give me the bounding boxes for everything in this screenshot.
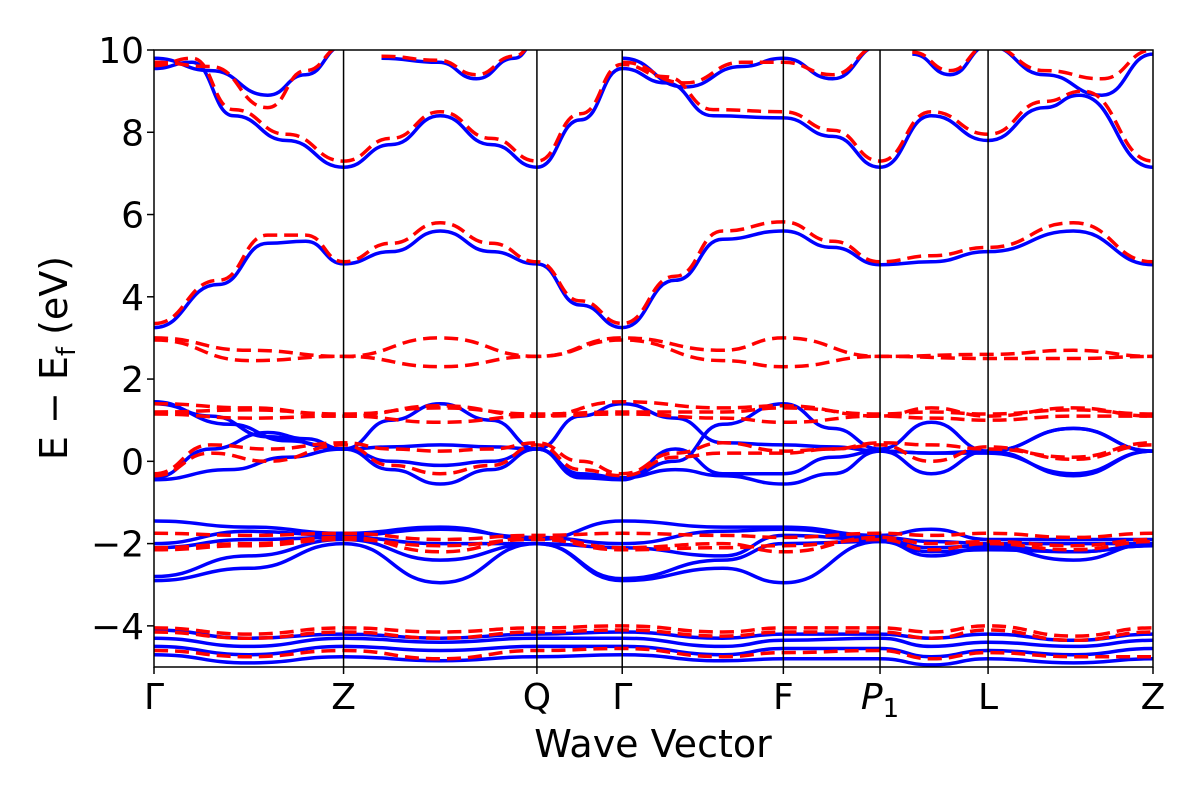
dashed-band-16 (154, 624, 1153, 638)
y-tick-label: −2 (91, 525, 144, 566)
solid-band-2 (154, 50, 337, 97)
x-axis-title: Wave Vector (534, 722, 772, 766)
dashed-band-15 (154, 537, 1153, 552)
x-tick-label: Z (1141, 677, 1166, 718)
y-tick-label: 6 (121, 196, 144, 237)
y-axis-title: E − Ef (eV) (32, 256, 82, 460)
x-tick-label: Γ (144, 677, 164, 718)
x-tick-label: L (978, 677, 998, 718)
y-tick-label: −4 (91, 607, 144, 648)
solid-band-9 (154, 447, 1153, 482)
y-axis: 10 8 6 4 2 0 −2 −4 (91, 31, 154, 648)
x-axis: Γ Z Q Γ F P1 L Z (144, 667, 1165, 724)
y-axis-title-subscript: f (52, 346, 82, 356)
solid-band-10 (154, 519, 1153, 542)
y-tick-label: 2 (121, 360, 144, 401)
high-symmetry-lines (342, 50, 989, 667)
dashed-band-4 (622, 50, 871, 85)
x-tick-label: Q (523, 677, 551, 718)
solid-band-0 (154, 229, 1153, 330)
dashed-band-0 (154, 220, 1153, 326)
x-tick-label: Γ (612, 677, 632, 718)
solid-band-1 (154, 60, 1153, 169)
y-tick-label: 4 (121, 278, 144, 319)
solid-band-5 (912, 50, 1153, 97)
x-tick-label: P1 (861, 677, 899, 724)
plot-frame (153, 49, 1154, 668)
dashed-band-5 (912, 50, 1153, 81)
y-tick-label: 8 (121, 113, 144, 154)
dashed-band-17 (154, 628, 1153, 643)
y-tick-label: 0 (121, 442, 144, 483)
dashed-band-18 (154, 646, 1153, 661)
dashed-band-12 (154, 443, 1153, 478)
dashed-band-3 (381, 50, 527, 77)
x-tick-label: F (773, 677, 794, 718)
x-tick-label: Z (331, 677, 356, 718)
solid-band-8 (154, 430, 1153, 486)
y-tick-label: 10 (98, 31, 144, 72)
dashed-band-2 (154, 50, 336, 110)
